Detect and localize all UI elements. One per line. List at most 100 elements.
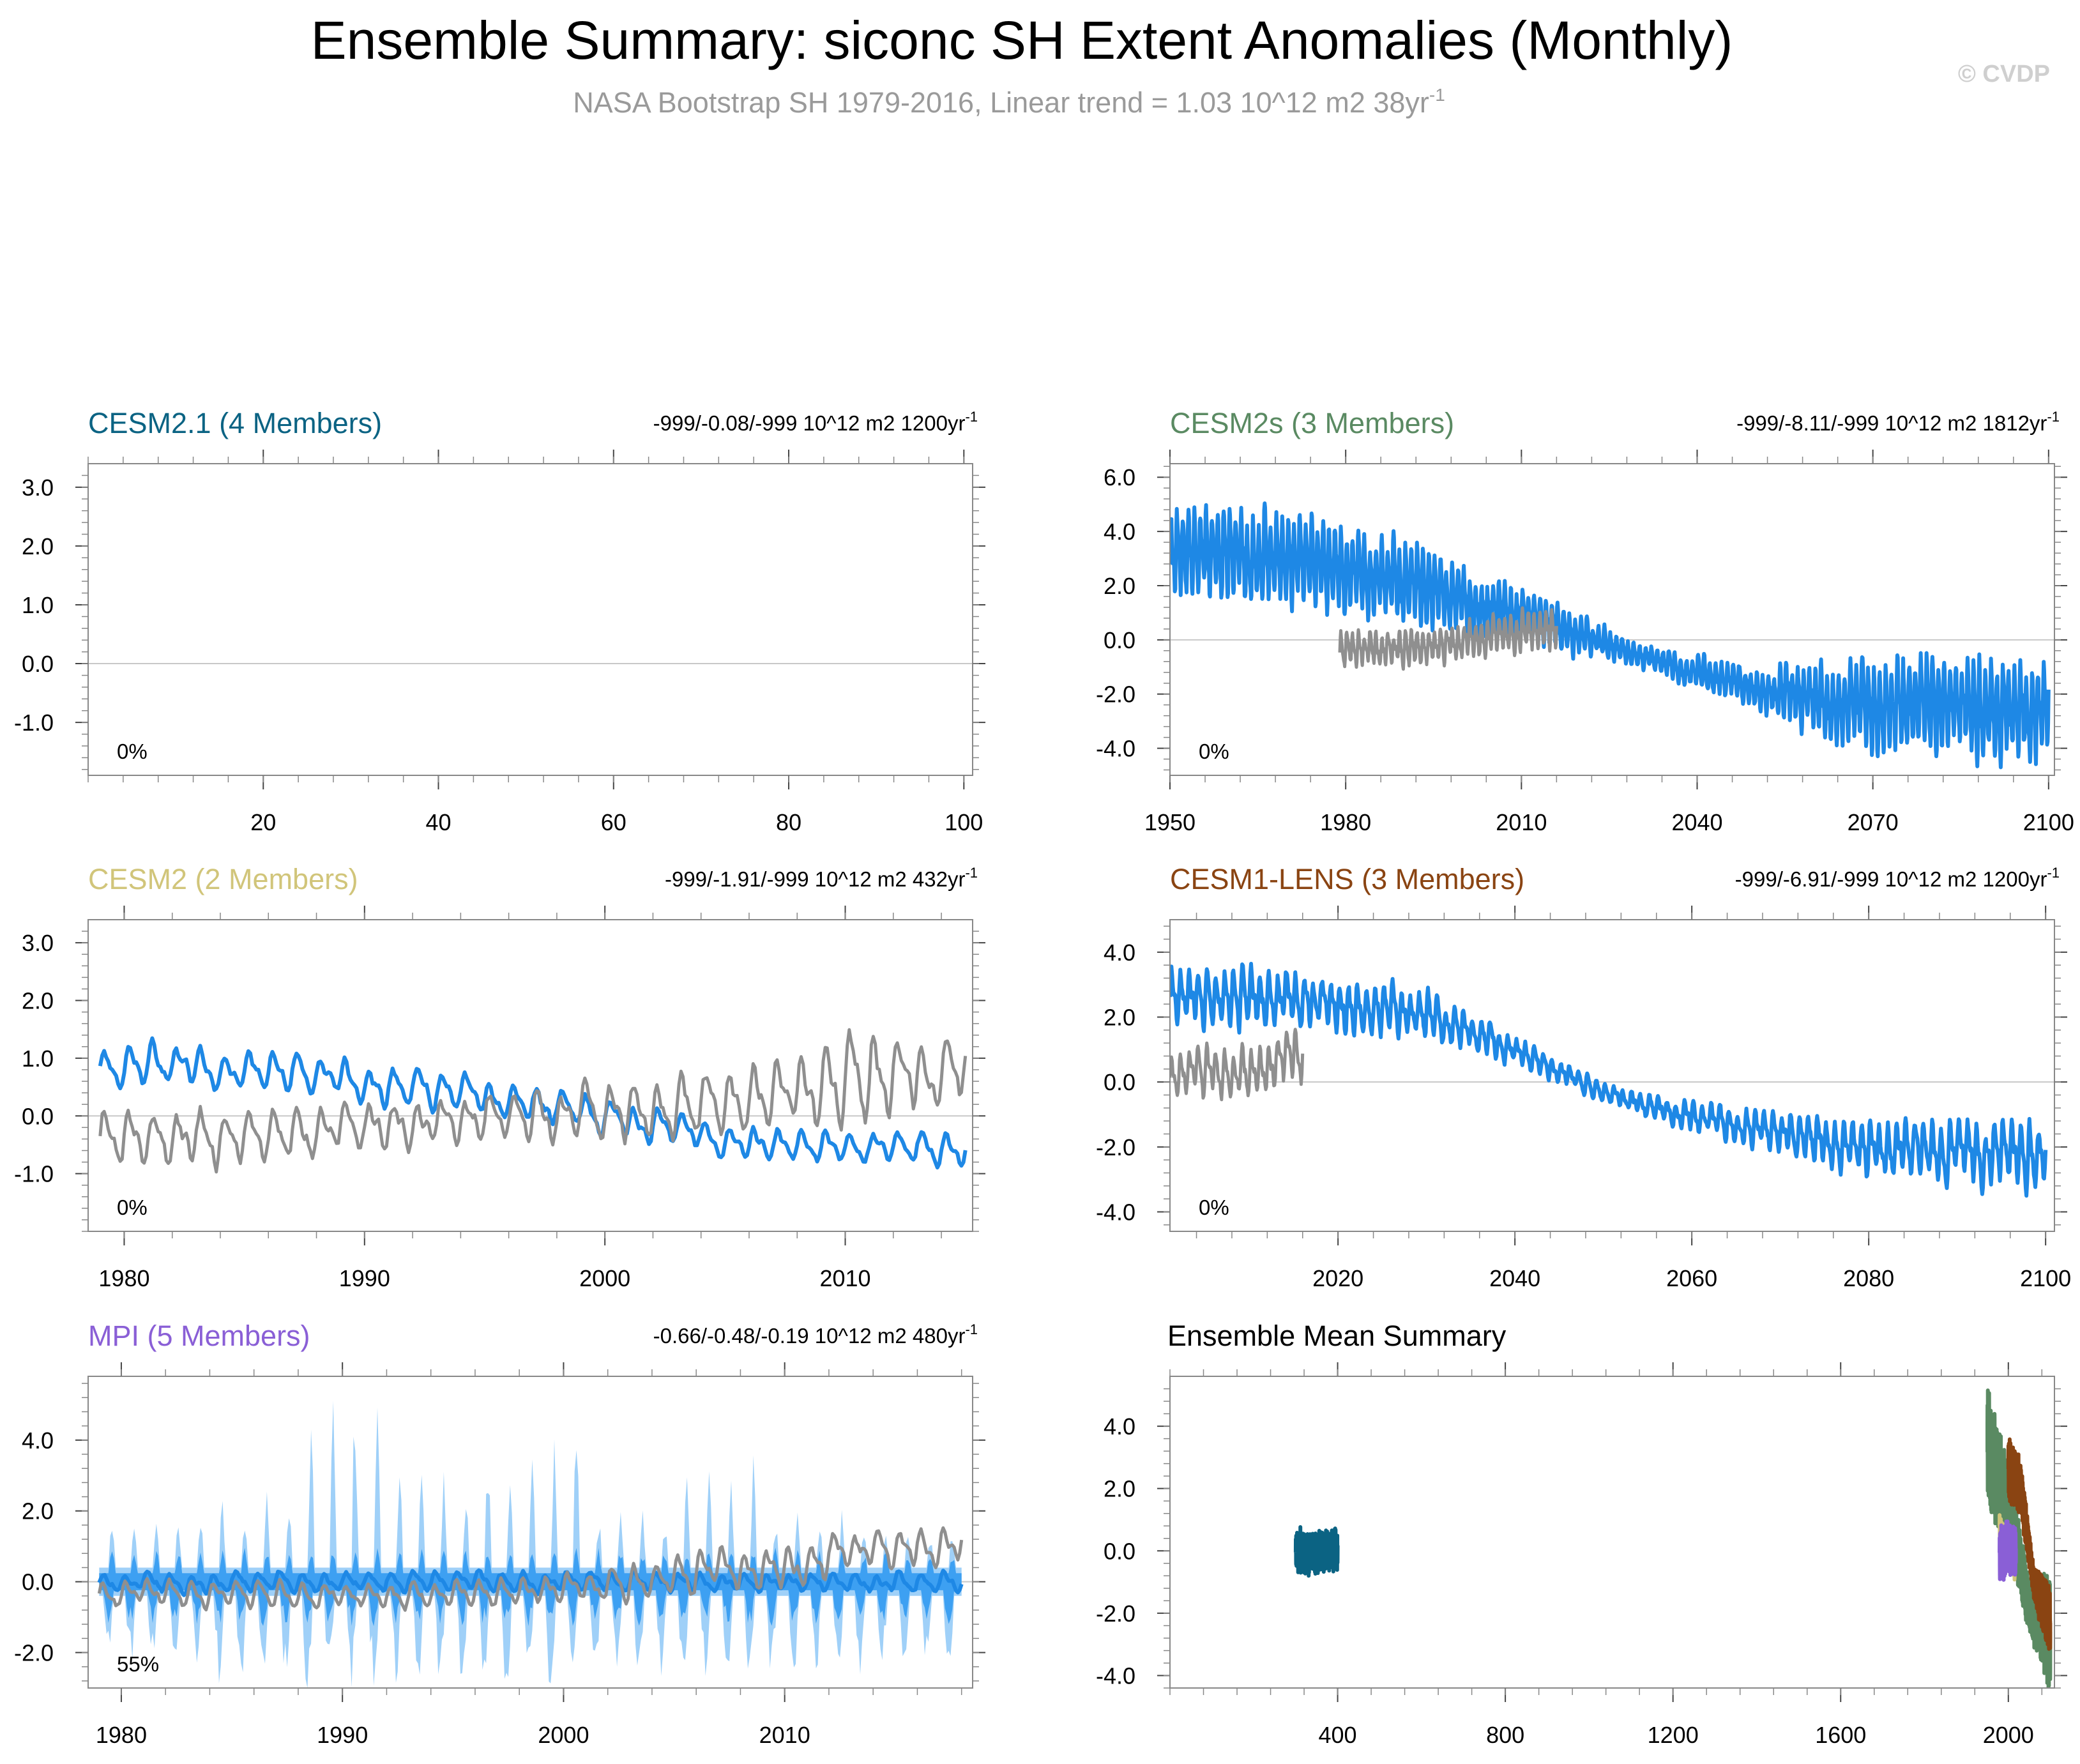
cesm1lens-plot-area [1170,962,2048,1198]
mpi-xtick-label: 2000 [538,1722,589,1748]
cesm2-ytick-label: 0.0 [22,1103,54,1129]
mpi-trend-label: -0.66/-0.48/-0.19 10^12 m2 480yr-1 [653,1321,978,1348]
cesm2s-xtick-label: 1950 [1144,809,1196,835]
mpi-xtick-label: 1980 [96,1722,147,1748]
cesm2s-ytick-label: -2.0 [1096,681,1135,708]
ensmean-ytick-label: 0.0 [1104,1538,1135,1564]
cesm2-percent-label: 0% [117,1196,148,1219]
cesm21-ytick-label: 2.0 [22,533,54,559]
cesm1lens-frame [1169,919,2055,1232]
cesm2s-frame [1169,463,2055,776]
cesm1lens-series-model [1170,962,2048,1198]
ensmean-series-mpi [1998,1519,2018,1582]
cesm2s-xtick-label: 2100 [2023,809,2074,835]
cesm1lens-ytick-label: 0.0 [1104,1069,1135,1095]
cesm2s-series-model [1170,501,2051,770]
cesm2s-xtick-label: 2010 [1496,809,1547,835]
cesm2-frame [87,919,973,1232]
cesm21-xtick-label: 20 [250,809,276,835]
cesm2-title: CESM2 (2 Members) [88,863,358,895]
cesm2s-plot-area [1170,501,2051,770]
mpi-series-obs [97,1526,964,1612]
cesm1lens-title: CESM1-LENS (3 Members) [1170,863,1524,895]
cesm21-ytick-label: 1.0 [22,592,54,618]
cesm21-xtick-label: 40 [425,809,451,835]
cesm1lens-ytick-label: 4.0 [1104,939,1135,966]
cesm2s-title: CESM2s (3 Members) [1170,407,1454,439]
mpi-plot-area [97,1401,964,1688]
cesm1lens-series-obs [1170,1028,1305,1102]
mpi-xtick-label: 1990 [317,1722,368,1748]
ensmean-xtick-label: 400 [1319,1722,1357,1748]
cesm1lens-xtick-label: 2040 [1489,1265,1540,1291]
mpi-title: MPI (5 Members) [88,1319,310,1352]
mpi-ytick-label: 0.0 [22,1569,54,1595]
cesm2-series-model [98,1036,968,1170]
ensmean-xtick-label: 800 [1486,1722,1524,1748]
cesm2-trend-label: -999/-1.91/-999 10^12 m2 432yr-1 [665,865,978,891]
ensmean-title: Ensemble Mean Summary [1167,1319,1507,1352]
cesm2s-series-obs [1338,606,1558,671]
panel-ensmean: Ensemble Mean Summary -4.0 -2.0 0.0 2.0 4.0 40… [1096,1319,2067,1748]
cesm21-ytick-label: 0.0 [22,651,54,677]
cesm2s-xtick-label: 1980 [1320,809,1371,835]
cesm21-xtick-label: 100 [945,809,983,835]
cesm2s-trend-label: -999/-8.11/-999 10^12 m2 1812yr-1 [1736,409,2060,435]
cesm21-trend-label: -999/-0.08/-999 10^12 m2 1200yr-1 [653,409,978,435]
mpi-ytick-label: 4.0 [22,1427,54,1454]
cesm21-frame [87,463,973,776]
cesm1lens-xtick-label: 2080 [1843,1265,1894,1291]
ensmean-xtick-label: 1200 [1648,1722,1699,1748]
cesm21-xtick-label: 80 [776,809,801,835]
mpi-xtick-label: 2010 [759,1722,810,1748]
cesm2s-xtick-label: 2040 [1671,809,1722,835]
cesm2s-ytick-label: 2.0 [1104,573,1135,599]
figure-title: Ensemble Summary: siconc SH Extent Anoma… [311,10,1733,70]
ensmean-ytick-label: 4.0 [1104,1413,1135,1440]
cesm2-xtick-label: 1980 [98,1265,149,1291]
cesm21-xtick-label: 60 [601,809,626,835]
panel-cesm1lens: CESM1-LENS (3 Members) -999/-6.91/-999 10… [1096,863,2071,1291]
cesm21-ytick-label: -1.0 [14,710,54,736]
ensmean-ytick-label: -2.0 [1096,1601,1135,1627]
cesm2s-ytick-label: 4.0 [1104,519,1135,545]
ensmean-series-cesm1-lens [2006,1437,2053,1651]
mpi-percent-label: 55% [117,1652,159,1676]
cesm1lens-xtick-label: 2100 [2020,1265,2071,1291]
cesm1lens-xtick-label: 2020 [1312,1265,1363,1291]
cesm1lens-xtick-label: 2060 [1666,1265,1717,1291]
mpi-frame [87,1376,973,1689]
cesm2-ytick-label: 3.0 [22,930,54,956]
ensmean-xtick-label: 1600 [1815,1722,1866,1748]
panel-cesm2s: CESM2s (3 Members) -999/-8.11/-999 10^12 … [1096,407,2074,835]
cesm21-ytick-label: 3.0 [22,475,54,501]
cesm2-ytick-label: -1.0 [14,1161,54,1187]
ensmean-ytick-label: -4.0 [1096,1662,1135,1689]
panel-mpi: MPI (5 Members) -0.66/-0.48/-0.19 10^12 m… [14,1319,985,1748]
cesm21-title: CESM2.1 (4 Members) [88,407,382,439]
cesm1lens-ytick-label: -2.0 [1096,1134,1135,1160]
ensmean-frame [1169,1376,2055,1689]
copyright-label: © CVDP [1958,61,2050,87]
cesm1lens-percent-label: 0% [1199,1196,1229,1219]
cesm2-series-obs [98,1028,968,1174]
cesm2s-ytick-label: -4.0 [1096,736,1135,762]
cesm2s-percent-label: 0% [1199,740,1229,763]
cesm2s-ytick-label: 0.0 [1104,627,1135,653]
ensmean-series-cesm2-1 [1293,1525,1340,1578]
ensmean-xtick-label: 2000 [1983,1722,2034,1748]
cesm2s-ytick-label: 6.0 [1104,464,1135,490]
cesm2s-xtick-label: 2070 [1848,809,1899,835]
cesm1lens-ytick-label: -4.0 [1096,1199,1135,1226]
cesm2-plot-area [98,1028,968,1174]
mpi-ytick-label: 2.0 [22,1498,54,1524]
cesm2-xtick-label: 2000 [579,1265,630,1291]
mpi-series-model [97,1568,964,1597]
mpi-ytick-label: -2.0 [14,1640,54,1666]
cesm1lens-trend-label: -999/-6.91/-999 10^12 m2 1200yr-1 [1735,865,2060,891]
cesm2-xtick-label: 2010 [819,1265,870,1291]
cesm2-ytick-label: 1.0 [22,1045,54,1072]
figure-subtitle: NASA Bootstrap SH 1979-2016, Linear tren… [573,85,1445,119]
panel-cesm2: CESM2 (2 Members) -999/-1.91/-999 10^12 m… [14,863,985,1291]
